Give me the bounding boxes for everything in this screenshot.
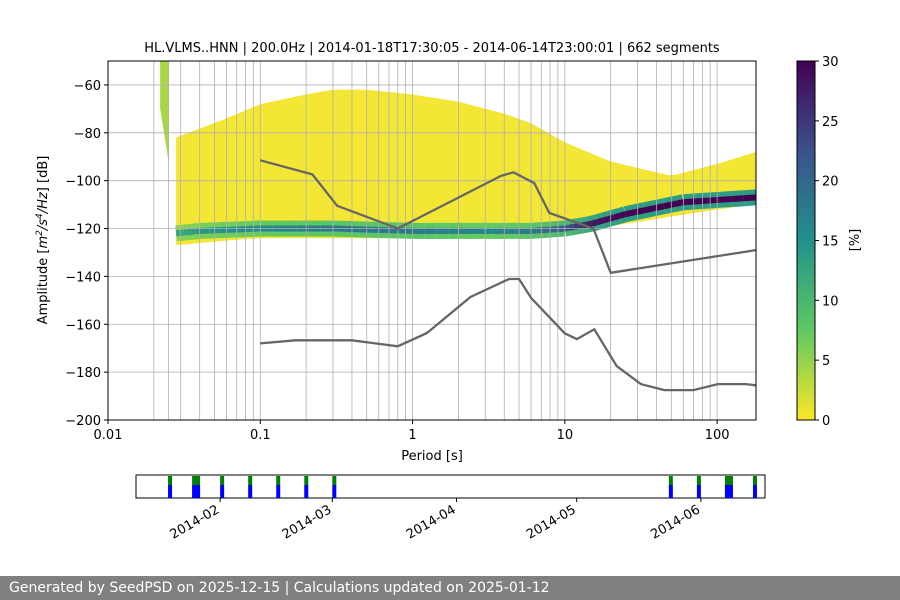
psd-band-core <box>624 209 636 218</box>
noise-model-nlnm <box>260 277 756 392</box>
timeline-segment-data <box>220 485 225 498</box>
timeline-segment-processed <box>332 476 337 485</box>
timeline-segment-processed <box>248 476 253 485</box>
data-availability-timeline: 2014-02 2014-03 2014-04 2014-05 2014-06 <box>135 474 766 543</box>
psd-band-core <box>673 199 684 208</box>
colorbar-tick-label: 0 <box>822 414 830 429</box>
timeline-segment-data <box>724 485 733 498</box>
y-tick-label: −200 <box>65 414 101 429</box>
psd-band-core <box>644 205 656 214</box>
psd-low-period-stack <box>160 61 169 162</box>
timeline-segment-data <box>332 485 337 498</box>
colorbar-tick-label: 25 <box>822 115 839 130</box>
y-tick-label: −60 <box>74 79 101 94</box>
timeline-segment-data <box>168 485 173 498</box>
y-tick-label: −80 <box>74 127 101 142</box>
timeline-segment-processed <box>668 476 673 485</box>
psd-band-core <box>618 211 627 219</box>
x-axis-label: Period [s] <box>401 449 463 464</box>
timeline-tick-label: 2014-06 <box>648 502 703 542</box>
psd-band-core <box>653 203 665 212</box>
psd-band-core <box>596 217 604 226</box>
psd-plot-area: 0.01 0.1 1 10 100 −60 −80 −100 −120 −140 −160 −180… <box>65 60 757 443</box>
colorbar-tick-label: 5 <box>822 354 830 369</box>
colorbar-label: [%] <box>848 229 863 252</box>
figure: HL.VLMS..HNN | 200.0Hz | 2014-01-18T17:3… <box>35 41 863 543</box>
colorbar-tick-label: 15 <box>822 235 839 250</box>
timeline-segment-processed <box>192 476 201 485</box>
chart-title: HL.VLMS..HNN | 200.0Hz | 2014-01-18T17:3… <box>144 41 720 56</box>
footer-bar: Generated by SeedPSD on 2025-12-15 | Cal… <box>0 576 900 600</box>
psd-band-core <box>719 196 732 203</box>
y-axis-label: Amplitude [m2/s4/Hz] [dB] <box>35 156 51 325</box>
footer-text: Generated by SeedPSD on 2025-12-15 | Cal… <box>9 580 550 596</box>
y-tick-label: −100 <box>65 175 101 190</box>
timeline-segment-processed <box>276 476 281 485</box>
timeline-segment-processed <box>696 476 701 485</box>
x-tick-label: 100 <box>705 428 730 443</box>
timeline-segment-processed <box>220 476 225 485</box>
colorbar-tick-label: 30 <box>822 55 839 70</box>
psd-band-core <box>613 212 621 221</box>
x-tick-label: 0.01 <box>94 428 123 443</box>
x-tick-label: 10 <box>557 428 574 443</box>
timeline-tick-label: 2014-04 <box>404 502 459 542</box>
y-tick-label: −140 <box>65 270 101 285</box>
psd-band-core <box>707 196 720 204</box>
psd-band-core <box>731 195 745 203</box>
psd-band-core <box>586 220 593 228</box>
psd-band-core <box>634 207 646 216</box>
timeline-segment-processed <box>724 476 733 485</box>
timeline-segment-data <box>304 485 309 498</box>
timeline-segment-data <box>276 485 281 498</box>
psd-band-core <box>663 201 675 210</box>
y-tick-label: −180 <box>65 366 101 381</box>
timeline-tick-label: 2014-02 <box>168 502 223 542</box>
noise-model-nhnm <box>259 159 756 275</box>
y-tick-label: −120 <box>65 223 101 238</box>
timeline-segment-data <box>752 485 757 498</box>
timeline-segment-data <box>248 485 253 498</box>
psd-band-core <box>573 223 579 230</box>
plot-frame <box>107 60 757 421</box>
x-tick-label: 0.1 <box>250 428 271 443</box>
timeline-segment-data <box>192 485 201 498</box>
psd-band-core <box>602 216 610 224</box>
timeline-segment-processed <box>168 476 173 485</box>
psd-band-core <box>743 194 756 202</box>
psd-band-core <box>590 219 599 227</box>
timeline-segment-processed <box>304 476 309 485</box>
y-tick-label: −160 <box>65 318 101 333</box>
timeline-segment-processed <box>752 476 757 485</box>
x-tick-label: 1 <box>408 428 416 443</box>
colorbar-tick-label: 10 <box>822 294 839 309</box>
timeline-tick-label: 2014-03 <box>280 502 335 542</box>
timeline-tick-label: 2014-05 <box>524 502 579 542</box>
psd-band-core <box>695 197 708 205</box>
colorbar-gradient <box>796 60 816 421</box>
timeline-frame <box>135 474 766 499</box>
psd-band-core <box>568 223 575 231</box>
timeline-segment-data <box>696 485 701 498</box>
timeline-segment-data <box>668 485 673 498</box>
psd-band-core <box>607 214 616 222</box>
colorbar: 0 5 10 15 20 25 30 [%] <box>796 55 863 429</box>
colorbar-tick-label: 20 <box>822 175 839 190</box>
